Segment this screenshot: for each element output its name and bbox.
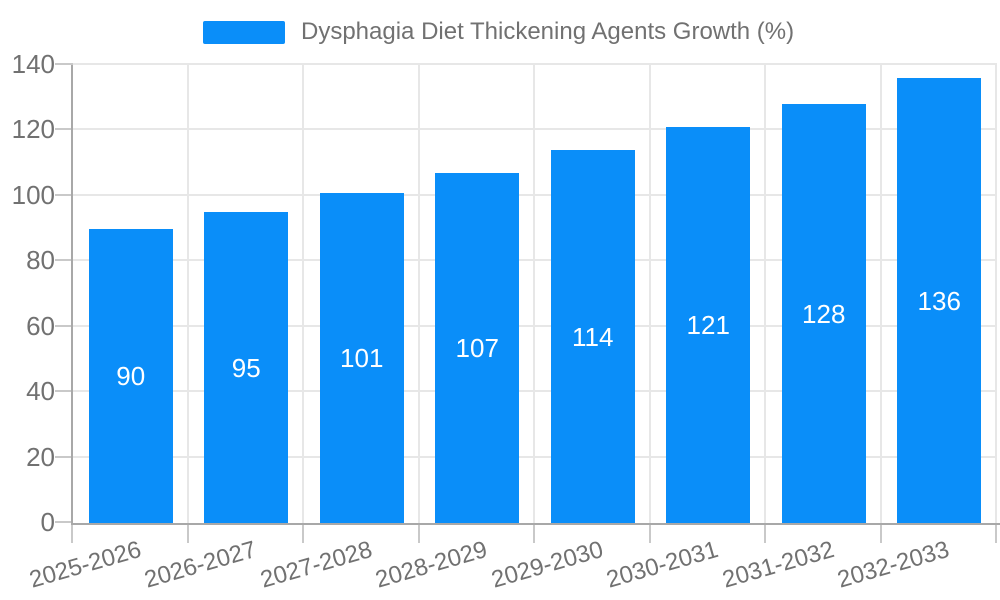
y-axis-label: 80 [26, 245, 55, 276]
x-axis-tick [879, 523, 882, 543]
legend-label: Dysphagia Diet Thickening Agents Growth … [301, 18, 795, 45]
bar[interactable]: 136 [897, 78, 982, 523]
gridline-vertical [879, 65, 882, 523]
bar[interactable]: 90 [88, 228, 173, 523]
bar[interactable]: 121 [666, 127, 751, 523]
y-axis-tick [55, 259, 73, 262]
gridline-horizontal [73, 128, 997, 131]
gridline-vertical [302, 65, 304, 523]
bar-value-label: 128 [802, 298, 846, 329]
y-axis-tick [55, 63, 73, 65]
x-axis-tick [533, 523, 535, 543]
bar[interactable]: 107 [435, 172, 520, 523]
x-axis-tick [417, 523, 420, 543]
legend-swatch-icon [203, 20, 285, 44]
bar-value-label: 90 [116, 360, 146, 391]
bar-value-label: 101 [340, 342, 384, 373]
gridline-vertical [995, 65, 997, 523]
x-axis-label: 2028-2029 [372, 536, 491, 594]
legend-item[interactable]: Dysphagia Diet Thickening Agents Growth … [203, 18, 794, 46]
x-axis-label: 2030-2031 [603, 536, 722, 594]
gridline-vertical [533, 65, 535, 523]
y-axis-tick [55, 193, 73, 196]
bar-value-label: 114 [572, 321, 614, 352]
x-axis-tick [302, 523, 304, 543]
x-axis-tick [71, 523, 73, 543]
x-axis-tick [186, 523, 189, 543]
x-axis-label: 2026-2027 [141, 536, 260, 594]
y-axis-tick [55, 455, 73, 458]
gridline-vertical [186, 65, 189, 523]
x-axis-label: 2031-2032 [719, 536, 838, 594]
gridline-horizontal [73, 259, 997, 262]
x-axis-tick [764, 523, 766, 543]
x-axis-tick [995, 523, 997, 543]
y-axis-label: 40 [26, 376, 55, 407]
bar-value-label: 121 [686, 310, 730, 341]
gridline-horizontal [73, 455, 997, 458]
x-axis-tick [648, 523, 651, 543]
y-axis-label: 100 [11, 179, 55, 210]
x-axis-label: 2025-2026 [26, 536, 145, 594]
bar-value-label: 95 [231, 352, 261, 383]
gridline-horizontal [73, 390, 997, 393]
y-axis-tick [55, 324, 73, 327]
y-axis-tick [55, 521, 73, 523]
x-axis-label: 2027-2028 [257, 536, 376, 594]
bar[interactable]: 128 [781, 104, 866, 523]
y-axis-label: 140 [11, 49, 55, 79]
bar-value-label: 136 [917, 285, 961, 316]
y-axis-line [71, 65, 73, 523]
gridline-vertical [648, 65, 651, 523]
bar[interactable]: 101 [319, 192, 404, 523]
x-axis-label: 2032-2033 [834, 536, 953, 594]
x-axis-line [71, 523, 1000, 525]
bar[interactable]: 114 [550, 150, 635, 523]
x-axis-label: 2029-2030 [488, 536, 607, 594]
y-axis-tick [55, 390, 73, 393]
y-axis-label: 60 [26, 310, 55, 341]
y-axis-label: 20 [26, 441, 55, 472]
y-axis-label: 0 [40, 507, 55, 537]
gridline-vertical [764, 65, 766, 523]
gridline-horizontal [73, 63, 997, 65]
y-axis-tick [55, 128, 73, 131]
gridline-vertical [417, 65, 420, 523]
y-axis-label: 120 [11, 114, 55, 145]
bar[interactable]: 95 [204, 212, 289, 523]
bar-value-label: 107 [455, 332, 499, 363]
gridline-horizontal [73, 324, 997, 327]
gridline-horizontal [73, 193, 997, 196]
